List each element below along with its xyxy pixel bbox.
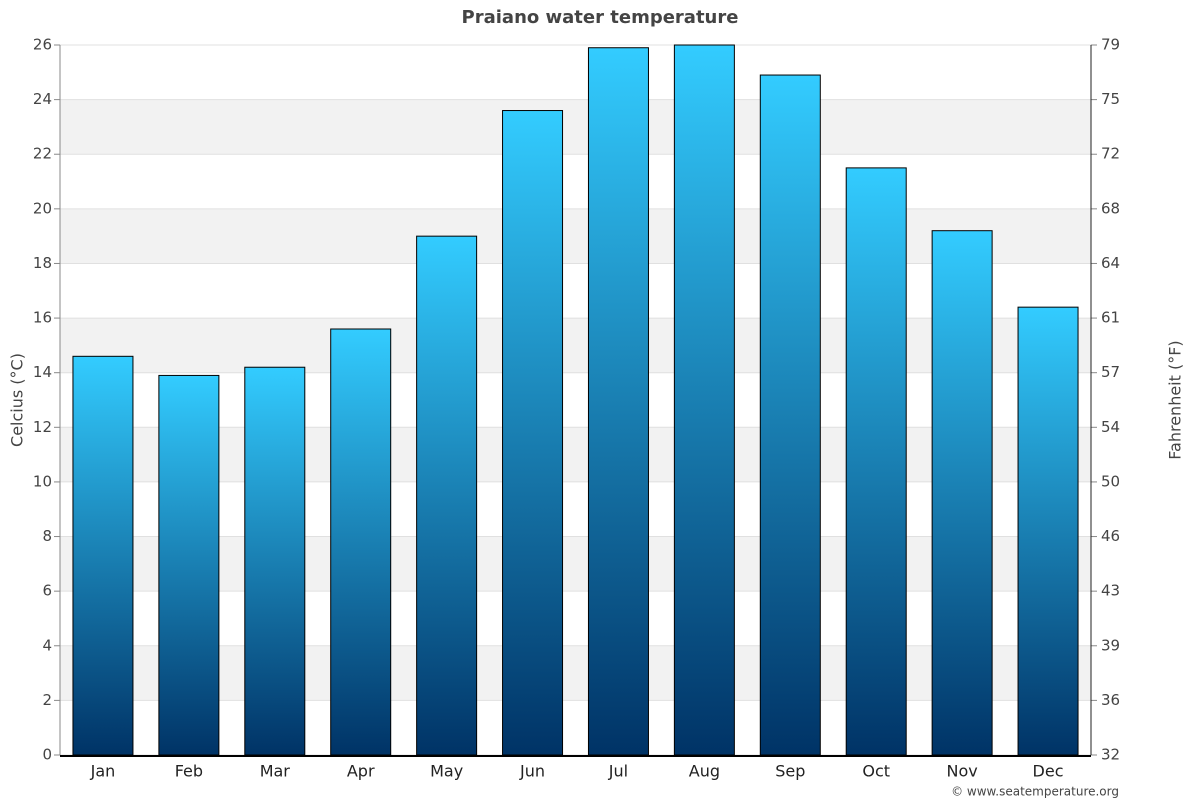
y-tick-label: 4: [42, 636, 52, 654]
y2-tick-label: 32: [1101, 746, 1120, 764]
y2-tick-label: 50: [1101, 472, 1120, 490]
y-tick-label: 16: [33, 309, 52, 327]
x-tick-label: Jul: [608, 762, 628, 781]
bar: [158, 374, 220, 756]
y2-axis-label: Fahrenheit (°F): [1166, 340, 1185, 459]
grid-band: [60, 427, 1091, 482]
y-tick-label: 24: [33, 90, 52, 108]
bar: [244, 366, 306, 756]
y-tick-label: 8: [42, 527, 52, 545]
y-tick-label: 26: [33, 36, 52, 54]
x-tick-label: Apr: [347, 762, 375, 781]
x-tick-label: Jan: [90, 762, 116, 781]
bar: [759, 74, 821, 756]
x-tick-label: Dec: [1033, 762, 1064, 781]
x-tick-label: Oct: [862, 762, 890, 781]
y2-tick-label: 57: [1101, 363, 1120, 381]
grid-band: [60, 208, 1091, 264]
bar: [673, 44, 735, 756]
x-tick-label: May: [430, 762, 463, 781]
y2-tick-label: 36: [1101, 691, 1120, 709]
bar: [587, 47, 649, 756]
y2-tick-label: 64: [1101, 254, 1120, 272]
bar: [72, 355, 134, 756]
bar: [931, 230, 993, 756]
y-tick-label: 0: [42, 746, 52, 764]
y-axis-label: Celcius (°C): [8, 353, 27, 447]
y2-tick-label: 79: [1101, 36, 1120, 54]
x-tick-label: Feb: [175, 762, 203, 781]
grid-band: [60, 645, 1091, 701]
y-tick-label: 12: [33, 418, 52, 436]
y-tick-label: 14: [33, 363, 52, 381]
y-tick-label: 22: [33, 145, 52, 163]
x-tick-label: Jun: [519, 762, 545, 781]
credit: © www.seatemperature.org: [951, 785, 1119, 799]
grid-band: [60, 318, 1091, 373]
y2-tick-label: 75: [1101, 90, 1120, 108]
y-tick-label: 10: [33, 472, 52, 490]
y2-tick-label: 54: [1101, 418, 1120, 436]
x-tick-label: Sep: [775, 762, 805, 781]
y2-tick-label: 43: [1101, 582, 1120, 600]
y2-tick-label: 68: [1101, 199, 1120, 217]
y-tick-label: 6: [42, 582, 52, 600]
y-tick-label: 18: [33, 254, 52, 272]
y2-tick-label: 72: [1101, 145, 1120, 163]
grid-band: [60, 99, 1091, 155]
bar: [502, 110, 564, 756]
x-tick-label: Nov: [947, 762, 978, 781]
y2-tick-label: 61: [1101, 309, 1120, 327]
grid-band: [60, 536, 1091, 592]
y2-tick-label: 46: [1101, 527, 1120, 545]
bar: [1017, 306, 1079, 756]
chart-title: Praiano water temperature: [462, 7, 739, 28]
bar: [330, 328, 392, 756]
y2-tick-label: 39: [1101, 636, 1120, 654]
bar: [845, 167, 907, 756]
y-tick-label: 2: [42, 691, 52, 709]
x-tick-label: Aug: [689, 762, 720, 781]
x-tick-label: Mar: [260, 762, 291, 781]
y-tick-label: 20: [33, 199, 52, 217]
bar: [416, 235, 478, 756]
